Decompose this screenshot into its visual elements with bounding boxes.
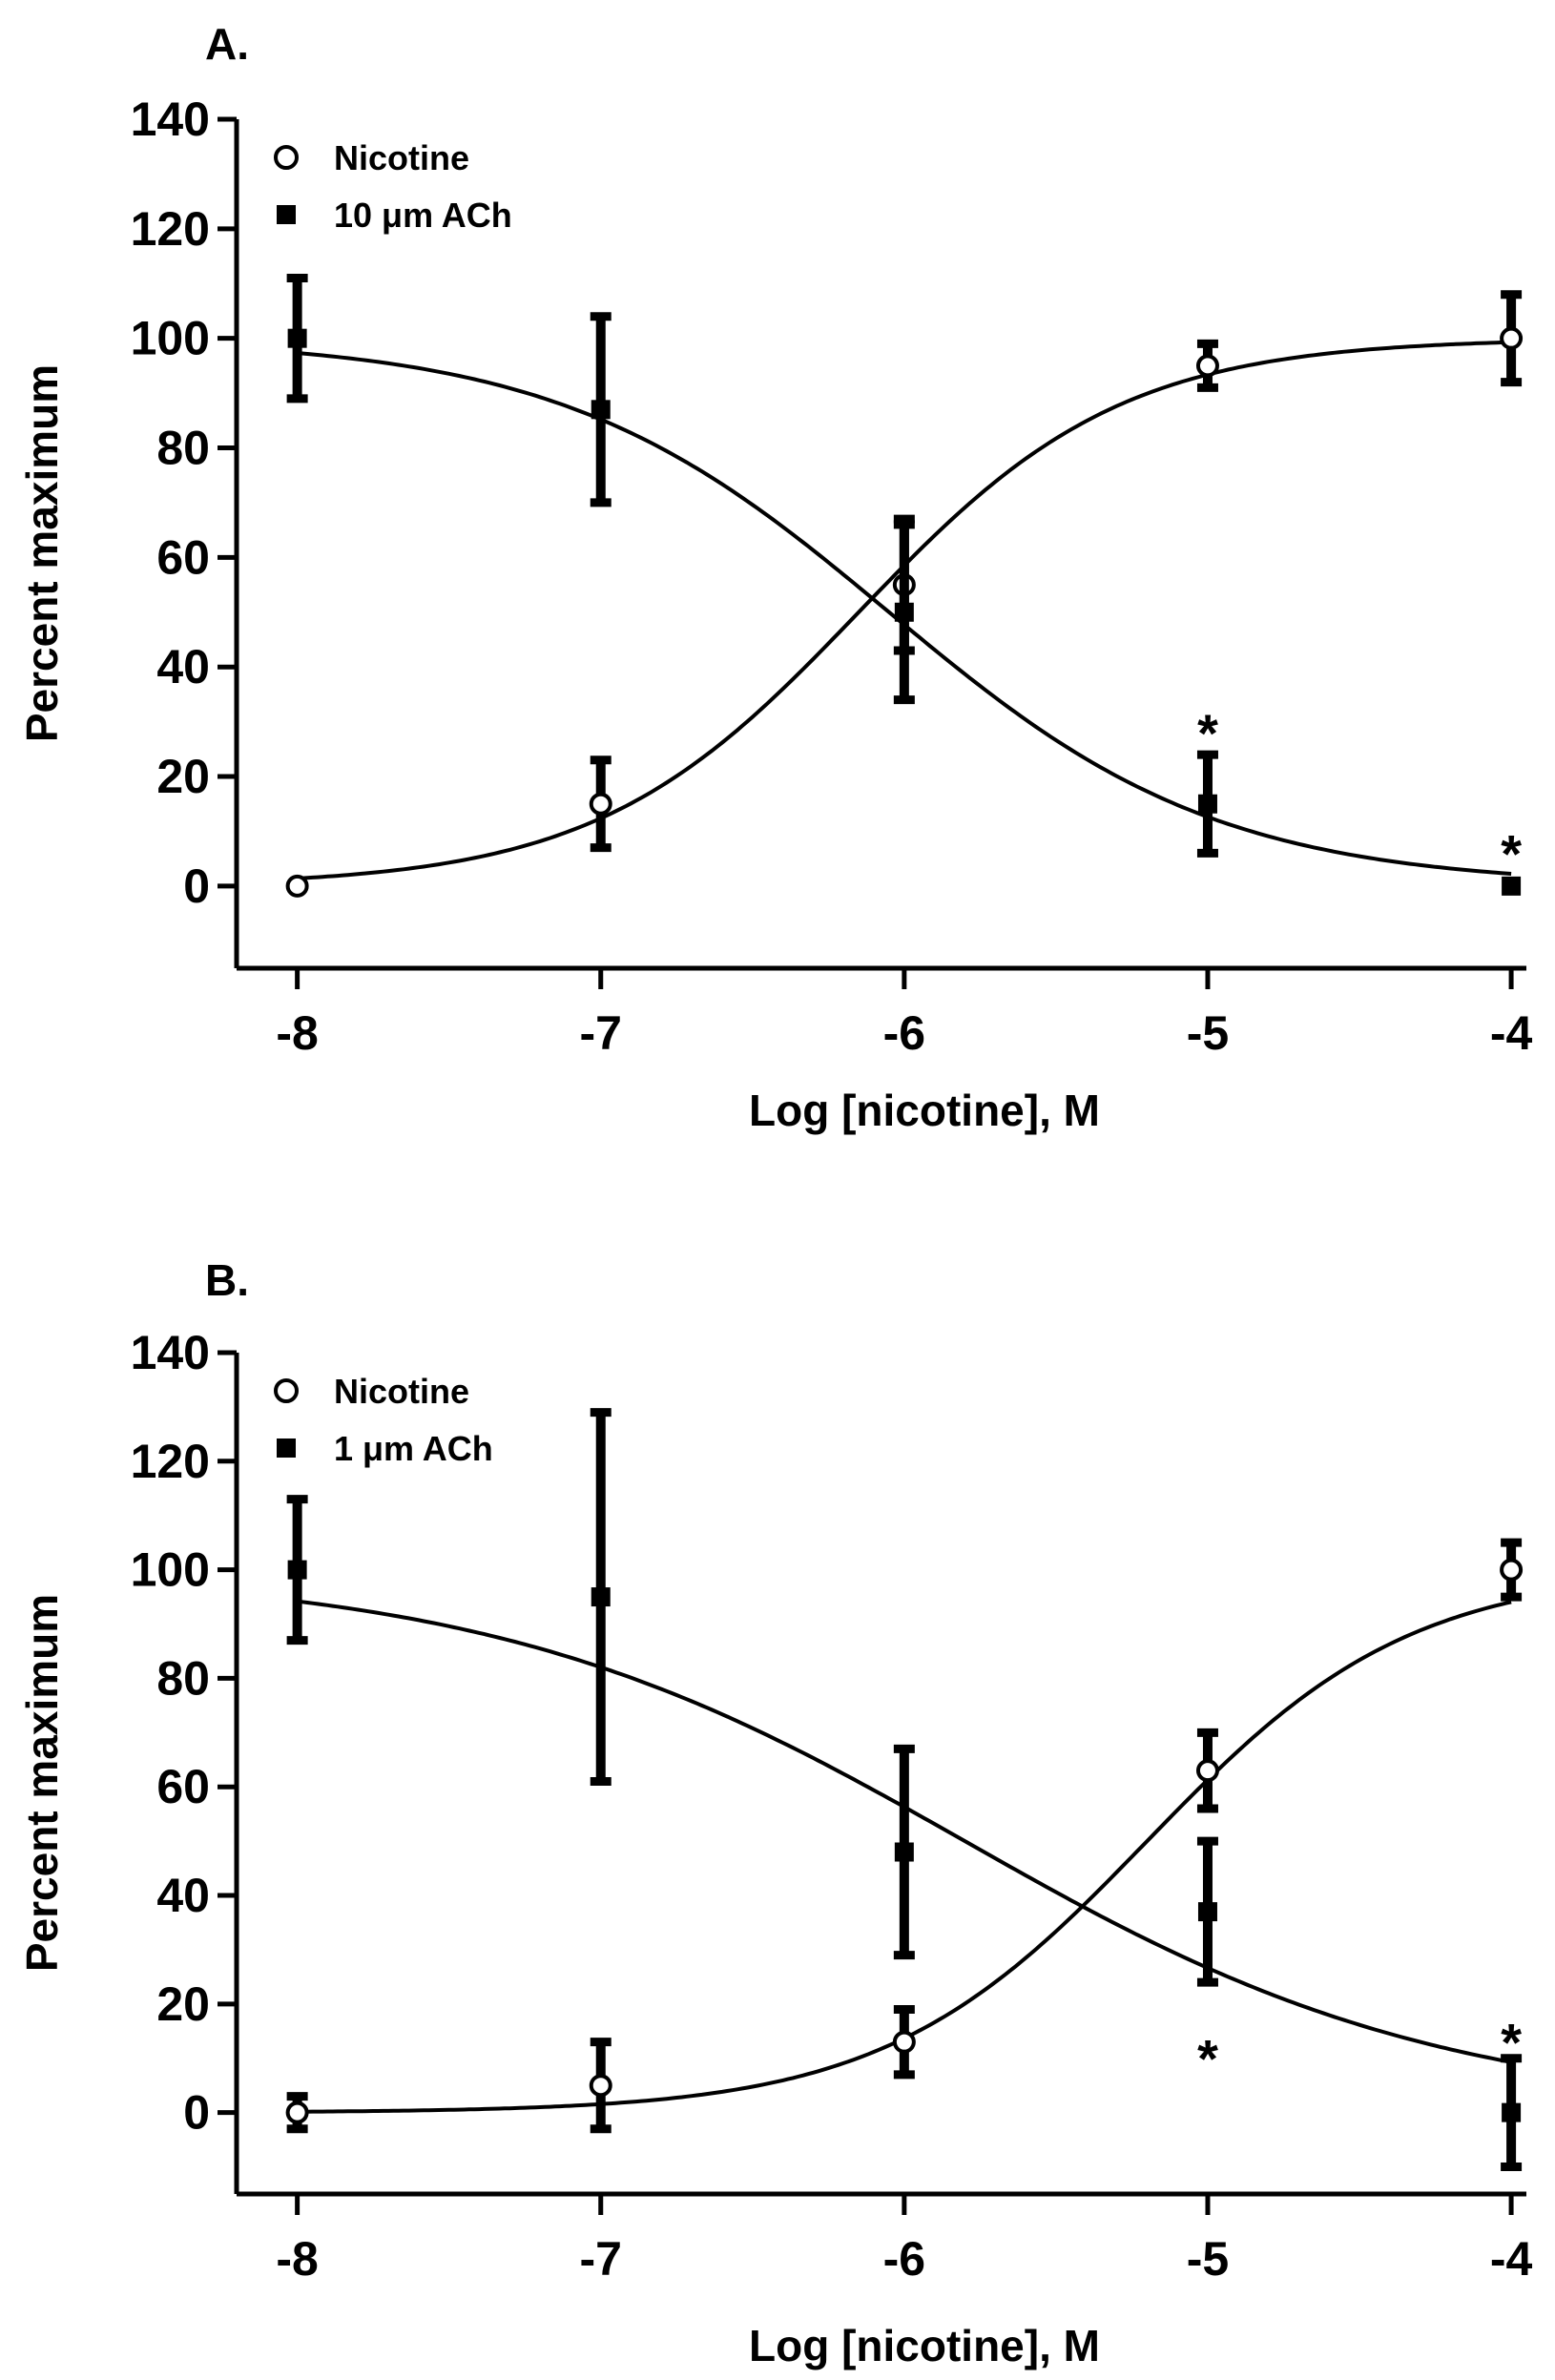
y-tick-label: 40 <box>156 1869 210 1922</box>
y-axis-title: Percent maximum <box>17 364 67 742</box>
y-tick-label: 40 <box>156 640 210 693</box>
y-tick-label: 80 <box>156 1651 210 1705</box>
chart-panel-b: B. 0 20 40 60 80 100 120 140 -8 -7 -6 -5 -4 Log [nicot… <box>17 1255 1533 2370</box>
panel-label: A. <box>205 19 249 69</box>
data-point <box>1502 876 1522 896</box>
data-point <box>1197 1902 1217 1922</box>
data-point <box>589 792 612 816</box>
x-tick-label: -6 <box>883 1006 925 1060</box>
data-point <box>589 2074 612 2098</box>
x-tick-label: -8 <box>276 2232 318 2286</box>
y-tick-label: 20 <box>156 750 210 803</box>
significance-asterisk: * <box>1197 2029 1218 2089</box>
data-point <box>894 1842 914 1862</box>
chart-panel-a: A. 0 20 40 60 80 100 120 140 -8 -7 -6 -5 -4 Log [nicot… <box>17 19 1533 1135</box>
series-ach <box>286 274 1522 896</box>
y-tick-label: 20 <box>156 1977 210 2031</box>
legend-marker-square <box>277 205 296 224</box>
legend-label: 1 μm ACh <box>334 1429 493 1468</box>
data-point <box>1502 2102 1522 2122</box>
legend-marker-circle <box>274 1378 299 1403</box>
y-tick-label: 100 <box>131 312 210 365</box>
data-point <box>1500 1558 1524 1582</box>
y-tick-label: 140 <box>131 93 210 146</box>
y-axis-title: Percent maximum <box>17 1594 67 1972</box>
x-tick-label: -7 <box>580 1006 622 1060</box>
x-axis-title: Log [nicotine], M <box>749 2321 1100 2370</box>
data-point <box>591 400 611 420</box>
x-tick-label: -5 <box>1187 2232 1229 2286</box>
x-tick-label: -4 <box>1490 1006 1533 1060</box>
data-point <box>285 874 309 898</box>
y-tick-label: 0 <box>183 2086 210 2140</box>
series-ach <box>286 1408 1523 2172</box>
data-point <box>287 328 307 348</box>
x-tick-label: -7 <box>580 2232 622 2286</box>
legend-marker-square <box>277 1438 296 1458</box>
data-point <box>1197 794 1217 814</box>
y-tick-label: 140 <box>131 1326 210 1379</box>
y-tick-label: 100 <box>131 1543 210 1597</box>
y-tick-label: 120 <box>131 202 210 256</box>
panel-label: B. <box>205 1255 249 1305</box>
x-tick-label: -4 <box>1490 2232 1533 2286</box>
significance-asterisk: * <box>1501 823 1522 883</box>
significance-asterisk: * <box>1501 2013 1522 2073</box>
x-tick-label: -6 <box>883 2232 925 2286</box>
legend-label: Nicotine <box>334 138 469 177</box>
significance-asterisk: * <box>1197 703 1218 763</box>
data-point <box>285 2101 309 2124</box>
y-tick-label: 120 <box>131 1435 210 1488</box>
data-point <box>1500 326 1524 350</box>
legend-label: Nicotine <box>334 1372 469 1411</box>
x-tick-label: -5 <box>1187 1006 1229 1060</box>
y-tick-label: 80 <box>156 422 210 475</box>
data-point <box>894 602 914 622</box>
data-point <box>591 1587 611 1607</box>
y-tick-label: 60 <box>156 1760 210 1813</box>
legend-label: 10 μm ACh <box>334 196 512 235</box>
data-point <box>287 1560 307 1580</box>
y-tick-label: 0 <box>183 859 210 913</box>
data-point <box>1195 354 1219 378</box>
data-point <box>892 2030 916 2054</box>
x-tick-label: -8 <box>276 1006 318 1060</box>
y-tick-label: 60 <box>156 530 210 584</box>
data-point <box>1195 1759 1219 1783</box>
x-axis-title: Log [nicotine], M <box>749 1086 1100 1135</box>
legend-marker-circle <box>274 145 299 170</box>
series-nicotine <box>285 1538 1524 2134</box>
